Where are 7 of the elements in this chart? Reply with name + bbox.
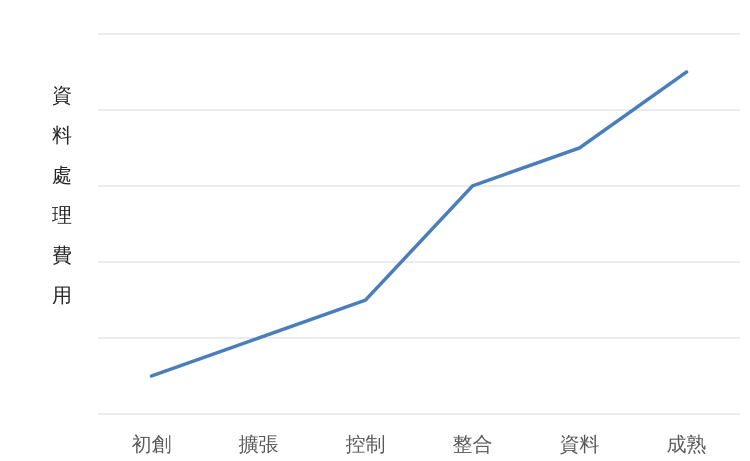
x-tick-label: 控制 [346, 432, 386, 456]
x-tick-label: 成熟 [666, 432, 706, 456]
x-tick-label: 初創 [132, 432, 172, 456]
x-tick-label: 資料 [560, 432, 600, 456]
y-axis-title: 資料處理費用 [52, 83, 72, 307]
x-tick-label: 擴張 [238, 432, 278, 456]
x-tick-label: 整合 [452, 432, 492, 456]
